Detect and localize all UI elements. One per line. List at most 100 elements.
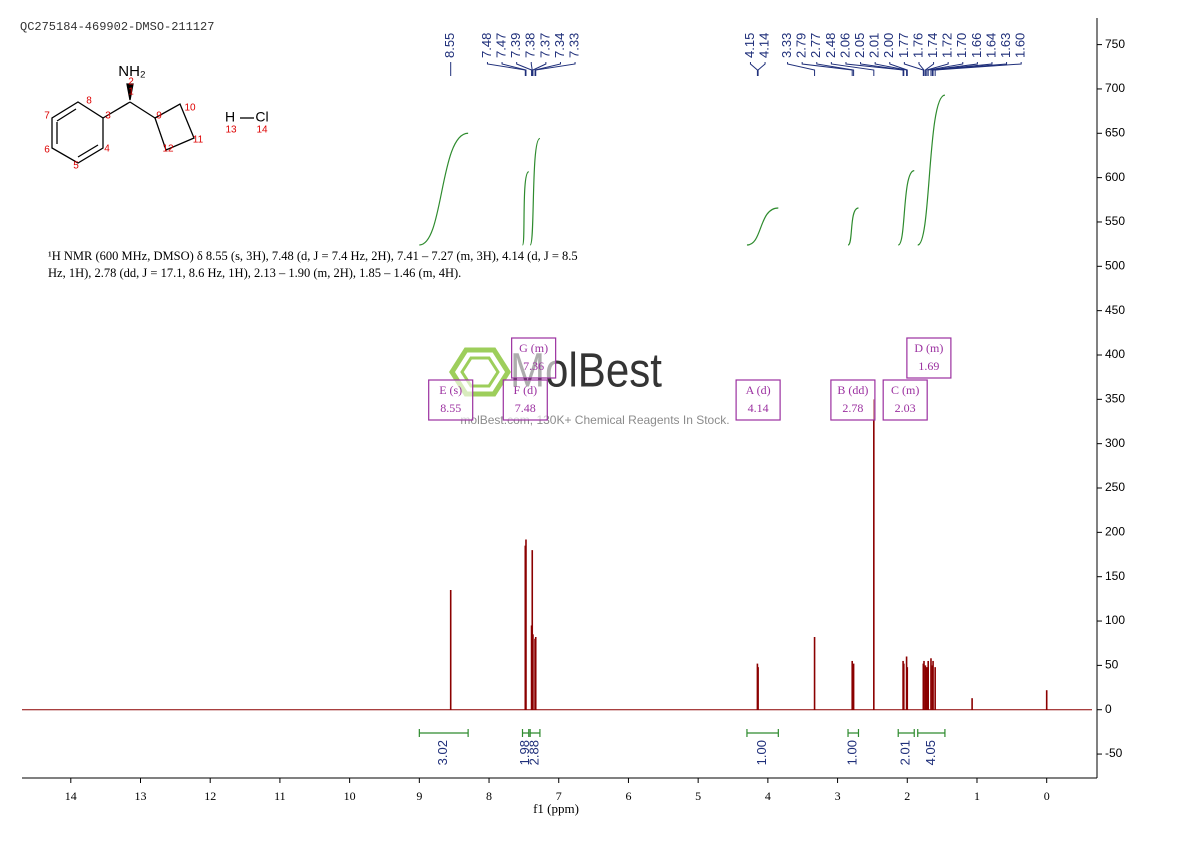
peak-label-connector — [532, 62, 547, 76]
peak-label: 7.48 — [479, 33, 494, 58]
x-tick-label: 0 — [1044, 789, 1050, 803]
multiplet-label: F (d) — [513, 383, 537, 397]
x-tick-label: 5 — [695, 789, 701, 803]
peak-label: 4.15 — [742, 33, 757, 58]
y-tick-label: 750 — [1105, 37, 1125, 51]
peak-label: 3.33 — [779, 33, 794, 58]
integral-bracket — [529, 729, 541, 737]
peak-label-connector — [903, 62, 924, 76]
atom-number: 3 — [105, 111, 111, 122]
integral-curve — [746, 207, 779, 246]
y-tick-label: 700 — [1105, 81, 1125, 95]
integral-label: 4.05 — [923, 740, 938, 765]
y-tick-label: 450 — [1105, 303, 1125, 317]
integral-curve — [419, 132, 469, 246]
x-tick-label: 7 — [556, 789, 562, 803]
peak-label-connector — [749, 62, 758, 76]
y-tick-label: 650 — [1105, 125, 1125, 139]
peak-label: 7.37 — [537, 33, 552, 58]
x-tick-label: 12 — [204, 789, 216, 803]
x-tick-label: 8 — [486, 789, 492, 803]
peak-label: 1.60 — [1013, 33, 1028, 58]
peak-label: 7.39 — [508, 33, 523, 58]
x-axis-label: f1 (ppm) — [533, 801, 579, 816]
x-tick-label: 9 — [416, 789, 422, 803]
atom-number: 9 — [156, 111, 162, 122]
peak-label: 7.34 — [552, 33, 567, 58]
integral-bracket — [521, 729, 530, 737]
y-tick-label: 150 — [1105, 569, 1125, 583]
multiplet-shift: 1.69 — [918, 359, 939, 373]
atom-number: 8 — [86, 96, 92, 107]
cyclobutane — [154, 103, 195, 151]
atom-number: 5 — [73, 161, 79, 172]
peak-label-connector — [757, 62, 766, 76]
y-tick-label: 250 — [1105, 480, 1125, 494]
peak-label: 7.47 — [493, 33, 508, 58]
structure — [51, 83, 254, 164]
multiplet-shift: 7.48 — [515, 401, 536, 415]
y-tick-label: 50 — [1105, 658, 1119, 672]
peak-label-connector — [534, 62, 561, 76]
x-tick-label: 3 — [835, 789, 841, 803]
integral-curve — [897, 170, 915, 246]
x-tick-label: 6 — [625, 789, 631, 803]
integral-curve — [521, 171, 530, 246]
peak-label-connector — [830, 62, 875, 76]
multiplet-label: A (d) — [746, 383, 771, 397]
peak-label-connector — [930, 62, 978, 76]
atom-label: H — [225, 109, 235, 125]
integral-bracket — [897, 729, 915, 737]
y-tick-label: 300 — [1105, 436, 1125, 450]
peak-label: 2.77 — [808, 33, 823, 58]
spectrum-title: QC275184-469902-DMSO-211127 — [20, 20, 214, 34]
integral-label: 2.01 — [898, 740, 913, 765]
x-tick-label: 13 — [135, 789, 147, 803]
multiplet-shift: 7.36 — [523, 359, 544, 373]
logo-hexagon — [449, 347, 511, 397]
integral-label: 2.88 — [526, 740, 541, 765]
multiplet-box — [735, 379, 781, 421]
peak-label-connector — [926, 62, 949, 76]
multiplet-label: B (dd) — [837, 383, 868, 397]
multiplet-shift: 2.78 — [842, 401, 863, 415]
double-bond — [56, 108, 77, 122]
integral-label: 1.00 — [754, 740, 769, 765]
bond — [102, 101, 131, 119]
integral-bracket — [746, 729, 779, 737]
tagline: molBest.com, 130K+ Chemical Reagents In … — [460, 413, 729, 427]
peak-label: 2.01 — [867, 33, 882, 58]
multiplet-box — [906, 337, 952, 379]
integral-label: 1.00 — [845, 740, 860, 765]
peak-label-connector — [516, 62, 533, 76]
peak-label: 2.00 — [881, 33, 896, 58]
multiplet-shift: 8.55 — [440, 401, 461, 415]
x-tick-label: 1 — [974, 789, 980, 803]
x-tick-label: 14 — [65, 789, 77, 803]
integral-bracket — [917, 729, 946, 737]
peak-label: 1.66 — [969, 33, 984, 58]
integral-curve — [917, 94, 946, 246]
atom-number: 4 — [104, 144, 110, 155]
atom-number: 6 — [44, 145, 50, 156]
peak-label: 2.05 — [852, 33, 867, 58]
atom-number: 13 — [225, 125, 237, 136]
peak-label-connector — [918, 62, 925, 76]
peak-label-connector — [530, 62, 533, 76]
multiplet-label: D (m) — [914, 341, 943, 355]
multiplet-shift: 4.14 — [748, 401, 769, 415]
peak-label: 1.70 — [954, 33, 969, 58]
peak-label-connector — [816, 62, 855, 76]
multiplet-box — [511, 337, 557, 379]
atom-number: 12 — [162, 144, 174, 155]
atom-label: Cl — [255, 109, 268, 125]
peak-label: 1.77 — [896, 33, 911, 58]
peak-label: 4.14 — [756, 33, 771, 58]
peak-label-connector — [874, 62, 908, 76]
peak-label: 1.64 — [983, 33, 998, 58]
watermark: MolBest molBest.com, 130K+ Chemical Reag… — [449, 345, 730, 427]
atom-number: 10 — [184, 103, 196, 114]
multiplet-shift: 2.03 — [895, 401, 916, 415]
peak-label-connector — [924, 62, 935, 76]
